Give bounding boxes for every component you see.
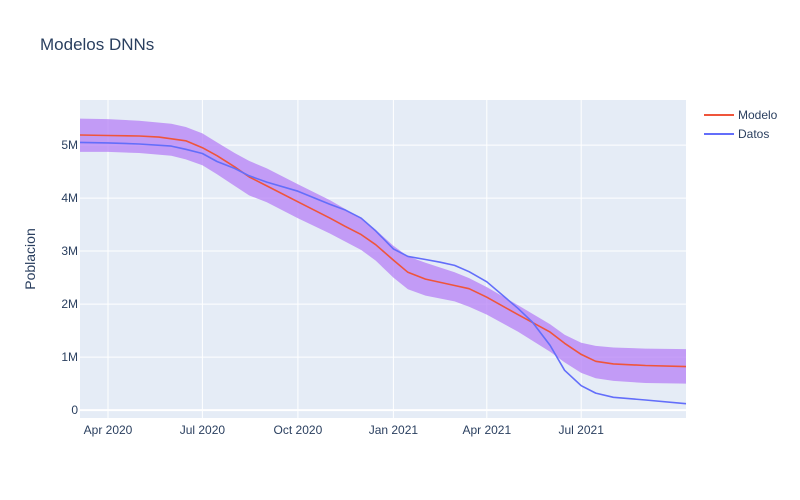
legend-label-modelo[interactable]: Modelo bbox=[738, 108, 778, 122]
series-line-modelo bbox=[79, 134, 687, 368]
y-tick-label-5: 5M bbox=[61, 138, 78, 152]
x-tick-label-5: Jul 2021 bbox=[559, 423, 605, 437]
x-tick-label-1: Jul 2020 bbox=[180, 423, 226, 437]
series-layer bbox=[79, 134, 687, 405]
x-tick-label-4: Apr 2021 bbox=[462, 423, 511, 437]
y-tick-label-1: 1M bbox=[61, 350, 78, 364]
y-axis-title: Poblacion bbox=[22, 228, 38, 290]
y-tick-label-2: 2M bbox=[61, 297, 78, 311]
y-tick-label-4: 4M bbox=[61, 191, 78, 205]
y-axis-tick-labels: 0 1M 2M 3M 4M 5M bbox=[61, 138, 78, 417]
legend-label-datos[interactable]: Datos bbox=[738, 127, 769, 141]
series-line-datos bbox=[79, 141, 687, 405]
x-tick-label-0: Apr 2020 bbox=[84, 423, 133, 437]
y-tick-label-0: 0 bbox=[71, 403, 78, 417]
y-tick-label-3: 3M bbox=[61, 244, 78, 258]
chart-title: Modelos DNNs bbox=[40, 35, 154, 54]
legend[interactable]: Modelo Datos bbox=[704, 108, 778, 141]
x-tick-label-2: Oct 2020 bbox=[274, 423, 323, 437]
x-axis-tick-labels: Apr 2020 Jul 2020 Oct 2020 Jan 2021 Apr 2021… bbox=[84, 423, 605, 437]
x-tick-label-3: Jan 2021 bbox=[369, 423, 419, 437]
